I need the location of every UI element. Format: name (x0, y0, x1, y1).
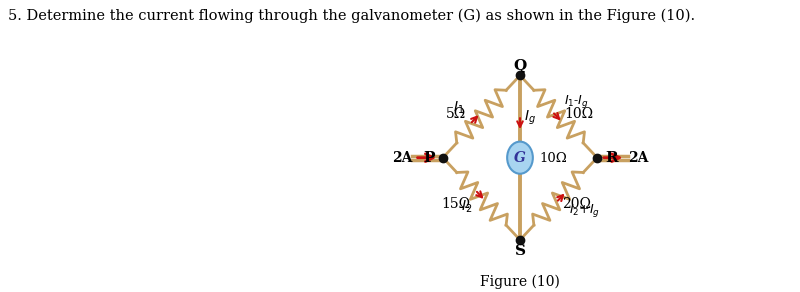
Text: Figure (10): Figure (10) (480, 275, 560, 289)
Text: 15Ω: 15Ω (441, 197, 470, 211)
Text: S: S (514, 244, 526, 258)
Text: R: R (605, 151, 618, 165)
Text: $I_1$: $I_1$ (453, 100, 465, 116)
Text: 10Ω: 10Ω (565, 107, 594, 121)
Text: G: G (514, 151, 526, 165)
Text: $I_g$: $I_g$ (524, 109, 536, 127)
Ellipse shape (507, 142, 533, 174)
Text: P: P (423, 151, 434, 165)
Text: $I_1$-$I_g$: $I_1$-$I_g$ (564, 93, 589, 110)
Text: Q: Q (514, 58, 526, 72)
Text: 5. Determine the current flowing through the galvanometer (G) as shown in the Fi: 5. Determine the current flowing through… (8, 9, 695, 23)
Text: 2A: 2A (392, 151, 412, 165)
Text: 10Ω: 10Ω (539, 152, 567, 166)
Text: 5Ω: 5Ω (446, 107, 466, 121)
Text: $I_2$: $I_2$ (461, 198, 472, 215)
Text: 2A: 2A (628, 151, 648, 165)
Text: $I_2$+$I_g$: $I_2$+$I_g$ (569, 202, 600, 219)
Text: 20Ω: 20Ω (562, 197, 591, 211)
